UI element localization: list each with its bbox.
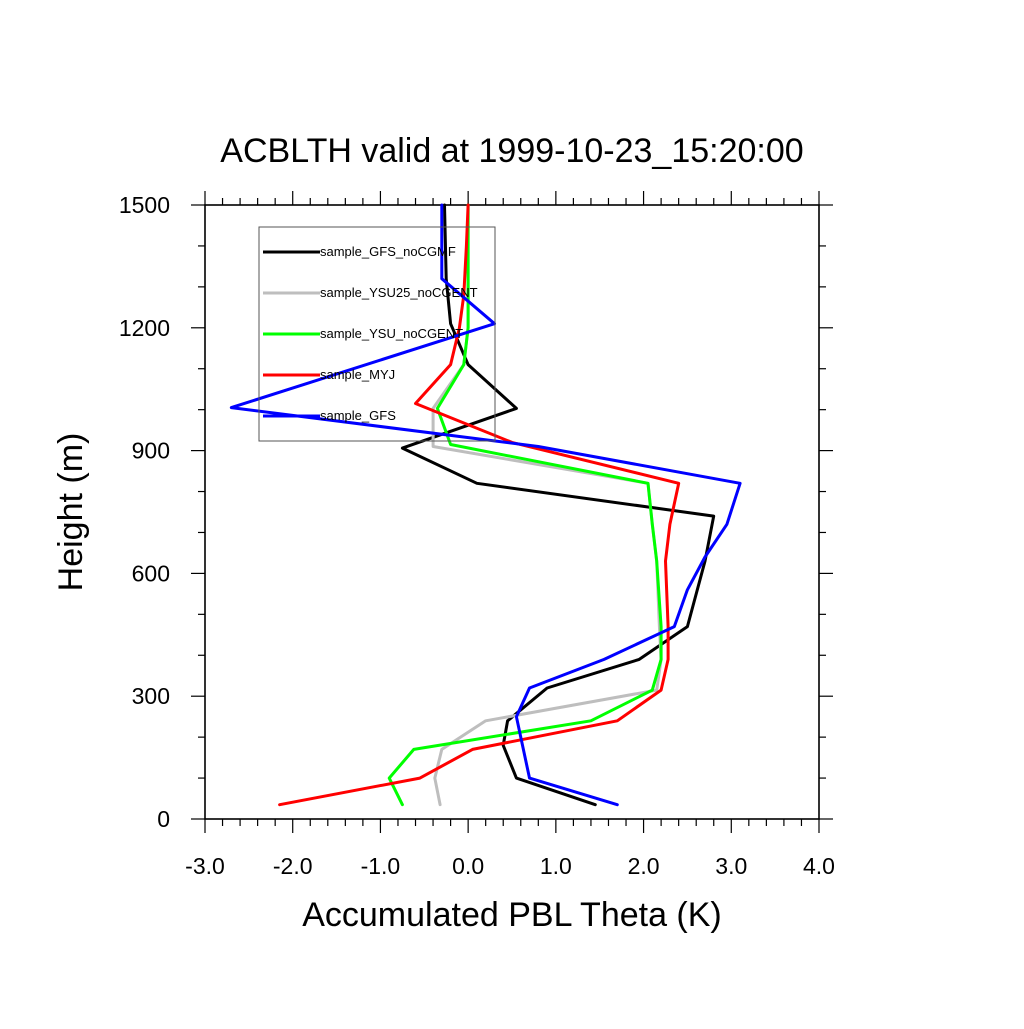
y-tick-label: 300 <box>132 683 170 709</box>
y-tick-label: 1500 <box>119 192 170 218</box>
series-group <box>229 203 742 807</box>
legend: sample_GFS_noCGMF sample_YSU25_noCGENTsam… <box>258 226 496 442</box>
y-tick-label: 1200 <box>119 315 170 341</box>
x-tick-label: 3.0 <box>715 853 747 879</box>
plot-frame <box>204 204 820 820</box>
legend-box <box>258 226 496 442</box>
y-tick-label: 600 <box>132 560 170 586</box>
legend-label: sample_GFS <box>320 408 396 423</box>
x-tick-label: -2.0 <box>273 853 313 879</box>
legend-label: sample_GFS_noCGMF <box>320 244 456 259</box>
axis-ticks: -3.0 -2.0 -1.0 0.0 1.0 2.0 3.0 4.0 0 300 600 900 120… <box>119 191 835 879</box>
series-line-sample_MYJ <box>278 203 681 807</box>
x-tick-label: -3.0 <box>185 853 225 879</box>
y-tick-label: 900 <box>132 438 170 464</box>
x-tick-label: 2.0 <box>628 853 660 879</box>
x-tick-label: 1.0 <box>540 853 572 879</box>
x-tick-label: -1.0 <box>361 853 401 879</box>
x-tick-label: 4.0 <box>803 853 835 879</box>
x-tick-label: 0.0 <box>452 853 484 879</box>
legend-label: sample_YSU25_noCGENT <box>320 285 478 300</box>
series-line-sample_GFS_noCGMF <box>400 203 716 807</box>
y-tick-label: 0 <box>157 806 170 832</box>
legend-label: sample_YSU_noCGENT <box>320 326 463 341</box>
legend-label: sample_MYJ <box>320 367 395 382</box>
series-line-sample_YSU_noCGENT <box>387 203 663 807</box>
x-axis-title: Accumulated PBL Theta (K) <box>302 896 722 934</box>
chart-title: ACBLTH valid at 1999-10-23_15:20:00 <box>220 132 803 170</box>
series-line-sample_GFS <box>229 203 742 807</box>
y-axis-title: Height (m) <box>52 433 90 592</box>
